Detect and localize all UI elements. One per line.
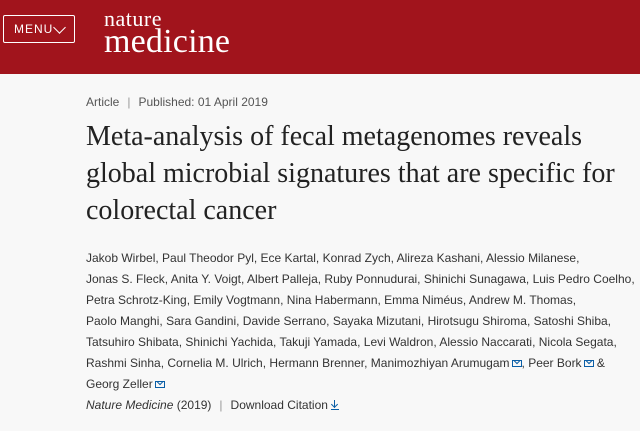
author-link[interactable]: Levi Waldron bbox=[364, 335, 434, 349]
citation-year: (2019) bbox=[176, 398, 212, 412]
author-name: Cornelia M. Ulrich bbox=[167, 356, 263, 370]
article-meta: Article | Published: 01 April 2019 bbox=[86, 95, 268, 109]
author-name: Konrad Zych bbox=[322, 251, 391, 265]
author-link[interactable]: Jakob Wirbel bbox=[86, 251, 155, 265]
author-link[interactable]: Luis Pedro Coelho bbox=[533, 272, 632, 286]
email-icon[interactable] bbox=[511, 360, 522, 368]
author-link[interactable]: Davide Serrano bbox=[243, 314, 326, 328]
author-name: Emma Niméus bbox=[384, 293, 463, 307]
logo-line-2: medicine bbox=[104, 23, 231, 60]
author-name: Peer Bork bbox=[528, 356, 582, 370]
author-name: Takuji Yamada bbox=[279, 335, 358, 349]
author-link[interactable]: Sara Gandini bbox=[166, 314, 236, 328]
author-link[interactable]: Peer Bork bbox=[528, 356, 594, 370]
author-name: Levi Waldron bbox=[363, 335, 434, 349]
author-name: Rashmi Sinha bbox=[86, 356, 161, 370]
author-link[interactable]: Konrad Zych bbox=[323, 251, 391, 265]
author-name: Anita Y. Voigt bbox=[170, 272, 242, 286]
article-type: Article bbox=[86, 95, 120, 109]
author-link[interactable]: Tatsuhiro Shibata bbox=[86, 335, 179, 349]
author-name: Jonas S. Fleck bbox=[86, 272, 165, 286]
author-name: Hermann Brenner bbox=[269, 356, 365, 370]
author-link[interactable]: Jonas S. Fleck bbox=[86, 272, 165, 286]
citation-divider: | bbox=[219, 398, 223, 412]
author-link[interactable]: Ruby Ponnudurai bbox=[324, 272, 417, 286]
author-name: Alessio Naccarati bbox=[439, 335, 533, 349]
author-name: Georg Zeller bbox=[86, 377, 153, 391]
author-link[interactable]: Alessio Milanese bbox=[486, 251, 576, 265]
article-title: Meta-analysis of fecal metagenomes revea… bbox=[86, 121, 615, 226]
author-link[interactable]: Manimozhiyan Arumugam bbox=[371, 356, 522, 370]
menu-button[interactable]: MENU bbox=[3, 15, 75, 43]
download-citation-link[interactable]: Download Citation bbox=[231, 398, 339, 412]
author-link[interactable]: Nina Habermann bbox=[287, 293, 378, 307]
citation-line: Nature Medicine (2019) | Download Citation bbox=[86, 398, 339, 412]
download-icon bbox=[330, 400, 339, 410]
author-name: Jakob Wirbel bbox=[86, 251, 156, 265]
author-link[interactable]: Rashmi Sinha bbox=[86, 356, 161, 370]
author-link[interactable]: Nicola Segata bbox=[539, 335, 614, 349]
author-name: Paolo Manghi bbox=[86, 314, 160, 328]
author-link[interactable]: Paul Theodor Pyl bbox=[162, 251, 254, 265]
chevron-down-icon bbox=[53, 21, 66, 34]
author-link[interactable]: Emily Vogtmann bbox=[193, 293, 280, 307]
author-name: Davide Serrano bbox=[242, 314, 327, 328]
author-name: Ruby Ponnudurai bbox=[324, 272, 418, 286]
author-name: Paul Theodor Pyl bbox=[162, 251, 254, 265]
author-link[interactable]: Paolo Manghi bbox=[86, 314, 159, 328]
author-name: Ece Kartal bbox=[260, 251, 316, 265]
author-name: Andrew M. Thomas bbox=[468, 293, 573, 307]
email-icon[interactable] bbox=[583, 360, 594, 368]
author-link[interactable]: Petra Schrotz-King bbox=[86, 293, 187, 307]
author-link[interactable]: Alessio Naccarati bbox=[439, 335, 532, 349]
author-link[interactable]: Ece Kartal bbox=[261, 251, 316, 265]
author-name: Hirotsugu Shiroma bbox=[427, 314, 527, 328]
author-name: Albert Palleja bbox=[247, 272, 318, 286]
author-link[interactable]: Hermann Brenner bbox=[269, 356, 364, 370]
author-link[interactable]: Alireza Kashani bbox=[397, 251, 480, 265]
logo-line-1: nature bbox=[104, 6, 162, 31]
author-link[interactable]: Georg Zeller bbox=[86, 377, 165, 391]
author-link[interactable]: Shinichi Yachida bbox=[185, 335, 273, 349]
author-link[interactable]: Cornelia M. Ulrich bbox=[167, 356, 262, 370]
author-name: Luis Pedro Coelho bbox=[532, 272, 632, 286]
author-link[interactable]: Anita Y. Voigt bbox=[171, 272, 241, 286]
author-link[interactable]: Sayaka Mizutani bbox=[333, 314, 421, 328]
author-link[interactable]: Andrew M. Thomas bbox=[469, 293, 573, 307]
meta-divider: | bbox=[127, 95, 131, 109]
author-name: Tatsuhiro Shibata bbox=[86, 335, 179, 349]
author-name: Emily Vogtmann bbox=[193, 293, 281, 307]
author-link[interactable]: Takuji Yamada bbox=[279, 335, 357, 349]
author-name: Satoshi Shiba bbox=[533, 314, 608, 328]
author-name: Alireza Kashani bbox=[396, 251, 481, 265]
author-link[interactable]: Emma Niméus bbox=[384, 293, 463, 307]
author-list: Jakob Wirbel, Paul Theodor Pyl, Ece Kart… bbox=[86, 251, 635, 391]
site-header: MENU nature medicine bbox=[0, 0, 640, 74]
author-name: Shinichi Sunagawa bbox=[423, 272, 526, 286]
menu-label: MENU bbox=[14, 22, 54, 36]
author-name: Nicola Segata bbox=[538, 335, 614, 349]
author-name: Sara Gandini bbox=[166, 314, 237, 328]
author-name: Shinichi Yachida bbox=[185, 335, 274, 349]
published-date: Published: 01 April 2019 bbox=[138, 95, 268, 109]
download-citation-label: Download Citation bbox=[230, 398, 328, 412]
journal-name[interactable]: Nature Medicine bbox=[86, 398, 174, 412]
author-link[interactable]: Albert Palleja bbox=[247, 272, 318, 286]
author-name: Sayaka Mizutani bbox=[332, 314, 421, 328]
journal-logo[interactable]: nature medicine bbox=[104, 8, 230, 59]
author-name: Alessio Milanese bbox=[486, 251, 577, 265]
author-name: Petra Schrotz-King bbox=[86, 293, 187, 307]
author-link[interactable]: Shinichi Sunagawa bbox=[424, 272, 526, 286]
author-name: Nina Habermann bbox=[286, 293, 378, 307]
author-link[interactable]: Satoshi Shiba bbox=[534, 314, 608, 328]
author-name: Manimozhiyan Arumugam bbox=[370, 356, 510, 370]
author-link[interactable]: Hirotsugu Shiroma bbox=[428, 314, 527, 328]
email-icon[interactable] bbox=[154, 381, 165, 389]
